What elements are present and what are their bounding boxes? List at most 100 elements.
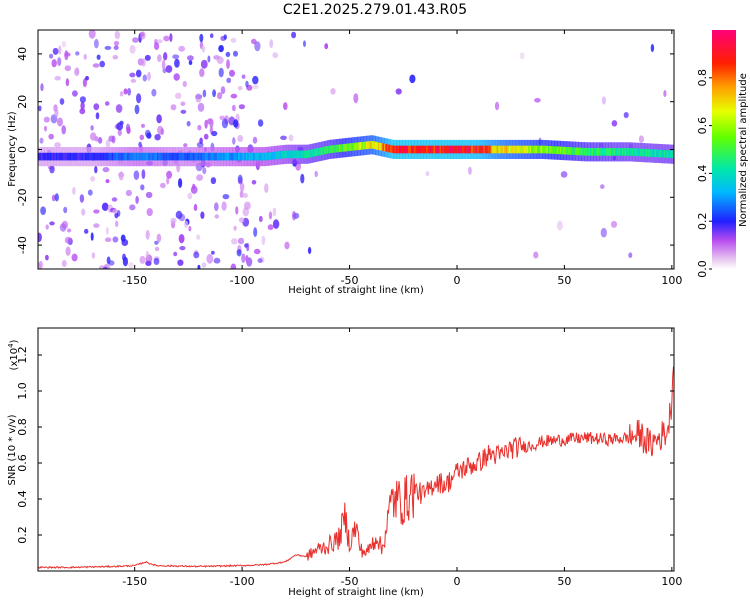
heatmap-noise-cell <box>196 234 201 240</box>
heatmap-noise-cell <box>129 204 136 211</box>
colorbar-tick-label: 0.8 <box>696 69 709 87</box>
heatmap-noise-cell <box>214 202 219 212</box>
heatmap-noise-cell <box>395 88 402 95</box>
heatmap-ridge-cell <box>209 152 213 161</box>
heatmap-ridge-cell <box>630 148 634 156</box>
heatmap-noise-cell <box>600 227 607 238</box>
heatmap-ridge-cell <box>651 149 655 157</box>
heatmap-noise-cell <box>112 54 119 60</box>
spectrogram-x-tick-label: -50 <box>341 274 359 287</box>
heatmap-ridge-cell <box>188 152 191 161</box>
heatmap-ridge-cell <box>230 152 234 161</box>
heatmap-ridge-cell <box>290 150 294 159</box>
heatmap-noise-cell <box>225 51 231 58</box>
heatmap-ridge-cell <box>650 149 653 157</box>
heatmap-ridge-cell <box>183 152 187 161</box>
heatmap-noise-cell <box>98 265 105 269</box>
heatmap-ridge-cell <box>63 152 67 161</box>
heatmap-ridge-cell <box>227 152 231 161</box>
heatmap-ridge-cell <box>639 148 643 157</box>
heatmap-ridge-cell <box>478 145 482 154</box>
snr-y-tick-label: 0.6 <box>16 454 29 472</box>
heatmap-ridge-cell <box>445 145 449 154</box>
heatmap-noise-cell <box>241 253 246 263</box>
heatmap-noise-cell <box>187 55 194 61</box>
heatmap-ridge-cell <box>405 145 408 154</box>
heatmap-noise-cell <box>272 207 277 217</box>
heatmap-ridge-cell <box>564 146 567 155</box>
heatmap-noise-cell <box>54 75 61 81</box>
heatmap-ridge-cell <box>334 145 337 153</box>
heatmap-ridge-cell <box>298 150 301 159</box>
heatmap-noise-cell <box>195 93 202 103</box>
heatmap-ridge-cell <box>304 150 307 159</box>
heatmap-ridge-cell <box>329 145 333 154</box>
heatmap-noise-cell <box>111 135 116 144</box>
heatmap-noise-cell <box>40 83 44 92</box>
heatmap-ridge-cell <box>44 152 47 161</box>
heatmap-noise-cell <box>192 183 196 190</box>
heatmap-ridge-cell <box>256 152 259 161</box>
heatmap-ridge-cell <box>460 145 464 154</box>
heatmap-ridge-cell <box>117 152 121 161</box>
heatmap-noise-cell <box>203 133 209 140</box>
heatmap-ridge-cell <box>289 150 292 159</box>
heatmap-ridge-cell <box>272 151 276 160</box>
snr-y-tick-label: 0.4 <box>16 490 29 508</box>
heatmap-ridge-cell <box>155 152 158 161</box>
heatmap-noise-cell <box>90 176 96 182</box>
heatmap-ridge-cell <box>176 152 179 161</box>
heatmap-noise-cell <box>80 101 85 111</box>
heatmap-ridge-cell <box>620 148 623 156</box>
heatmap-ridge-cell <box>84 152 88 161</box>
heatmap-ridge-cell <box>271 152 274 160</box>
heatmap-ridge-cell <box>562 146 566 155</box>
heatmap-noise-cell <box>91 252 96 259</box>
heatmap-noise-cell <box>128 262 134 269</box>
heatmap-ridge-cell <box>250 152 253 161</box>
heatmap-noise-cell <box>38 260 43 269</box>
heatmap-ridge-cell <box>415 145 419 154</box>
heatmap-ridge-cell <box>665 150 668 158</box>
heatmap-ridge-cell <box>653 149 656 157</box>
heatmap-ridge-cell <box>454 145 458 154</box>
heatmap-ridge-cell <box>383 143 387 152</box>
heatmap-ridge-cell <box>140 152 143 161</box>
heatmap-ridge-cell <box>439 145 443 154</box>
heatmap-ridge-cell <box>93 152 97 161</box>
heatmap-ridge-cell <box>331 145 334 153</box>
heatmap-noise-cell <box>135 69 142 78</box>
heatmap-ridge-cell <box>83 152 86 161</box>
heatmap-noise-cell <box>219 115 225 121</box>
heatmap-ridge-cell <box>558 146 561 155</box>
heatmap-noise-cell <box>130 78 137 83</box>
heatmap-ridge-cell <box>477 145 480 154</box>
heatmap-ridge-cell <box>149 152 152 161</box>
heatmap-ridge-cell <box>162 152 166 161</box>
heatmap-ridge-cell <box>242 152 246 161</box>
heatmap-noise-cell <box>182 80 187 88</box>
colorbar-ticks: 0.0 0.2 0.4 0.6 0.8 <box>696 69 712 278</box>
heatmap-ridge-cell <box>68 152 71 161</box>
heatmap-noise-cell <box>170 104 177 111</box>
heatmap-ridge-cell <box>147 152 151 161</box>
heatmap-noise-cell <box>52 47 59 55</box>
heatmap-ridge-cell <box>535 145 539 154</box>
heatmap-noise-cell <box>272 52 279 59</box>
heatmap-ridge-cell <box>520 145 524 154</box>
heatmap-ridge-cell <box>245 152 249 161</box>
heatmap-noise-cell <box>104 101 110 106</box>
heatmap-noise-cell <box>220 86 226 95</box>
heatmap-ridge-cell <box>385 144 388 152</box>
heatmap-noise-cell <box>199 68 205 78</box>
heatmap-ridge-cell <box>102 152 106 161</box>
heatmap-noise-cell <box>237 237 245 245</box>
heatmap-ridge-cell <box>50 152 53 161</box>
heatmap-noise-cell <box>79 108 86 115</box>
heatmap-noise-cell <box>269 39 274 49</box>
heatmap-ridge-cell <box>171 152 175 161</box>
heatmap-ridge-cell <box>322 147 325 155</box>
heatmap-ridge-cell <box>204 152 208 161</box>
spectrogram-plot-area <box>38 30 674 269</box>
heatmap-ridge-cell <box>656 149 659 158</box>
